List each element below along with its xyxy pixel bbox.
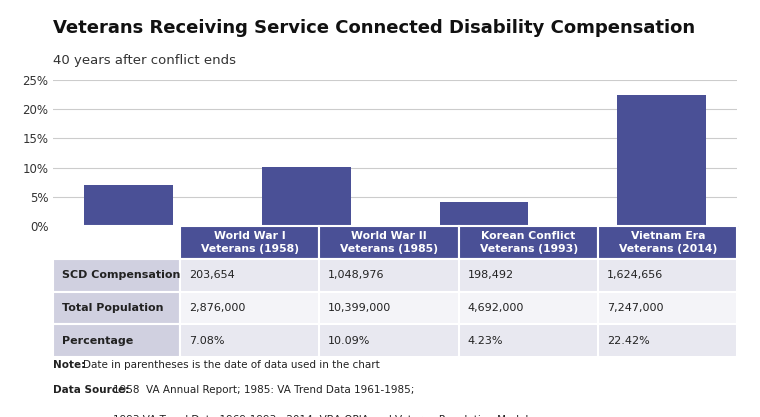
Text: 1958  VA Annual Report; 1985: VA Trend Data 1961-1985;: 1958 VA Annual Report; 1985: VA Trend Da… bbox=[113, 385, 415, 395]
FancyBboxPatch shape bbox=[53, 259, 179, 292]
Text: Data Source:: Data Source: bbox=[53, 385, 129, 395]
FancyBboxPatch shape bbox=[179, 324, 319, 357]
FancyBboxPatch shape bbox=[319, 292, 459, 324]
Text: Total Population: Total Population bbox=[62, 303, 163, 313]
FancyBboxPatch shape bbox=[598, 226, 737, 259]
Text: 7.08%: 7.08% bbox=[188, 336, 224, 346]
FancyBboxPatch shape bbox=[319, 259, 459, 292]
Bar bbox=[617, 95, 706, 226]
Text: 2,876,000: 2,876,000 bbox=[188, 303, 245, 313]
Bar bbox=[84, 185, 173, 226]
FancyBboxPatch shape bbox=[319, 226, 459, 259]
FancyBboxPatch shape bbox=[459, 259, 598, 292]
FancyBboxPatch shape bbox=[53, 324, 179, 357]
Text: World War I
Veterans (1958): World War I Veterans (1958) bbox=[201, 231, 299, 254]
FancyBboxPatch shape bbox=[598, 259, 737, 292]
FancyBboxPatch shape bbox=[179, 259, 319, 292]
Text: Note:: Note: bbox=[53, 360, 85, 370]
Text: 4.23%: 4.23% bbox=[467, 336, 503, 346]
Text: Veterans Receiving Service Connected Disability Compensation: Veterans Receiving Service Connected Dis… bbox=[53, 19, 695, 37]
Text: 10,399,000: 10,399,000 bbox=[328, 303, 391, 313]
FancyBboxPatch shape bbox=[459, 226, 598, 259]
Text: 10.09%: 10.09% bbox=[328, 336, 371, 346]
Text: 4,692,000: 4,692,000 bbox=[467, 303, 524, 313]
Bar bbox=[439, 202, 528, 226]
Text: Date in parentheses is the date of data used in the chart: Date in parentheses is the date of data … bbox=[84, 360, 380, 370]
FancyBboxPatch shape bbox=[179, 226, 319, 259]
Text: 1993 VA Trend Data 1969-1993;  2014: VBA OPIA and Veteran Population Model: 1993 VA Trend Data 1969-1993; 2014: VBA … bbox=[113, 415, 529, 417]
Bar bbox=[262, 167, 351, 226]
Text: World War II
Veterans (1985): World War II Veterans (1985) bbox=[340, 231, 438, 254]
Text: Percentage: Percentage bbox=[62, 336, 133, 346]
FancyBboxPatch shape bbox=[459, 292, 598, 324]
Text: 40 years after conflict ends: 40 years after conflict ends bbox=[53, 54, 236, 67]
FancyBboxPatch shape bbox=[598, 324, 737, 357]
Text: 7,247,000: 7,247,000 bbox=[607, 303, 663, 313]
FancyBboxPatch shape bbox=[53, 226, 179, 259]
FancyBboxPatch shape bbox=[179, 292, 319, 324]
FancyBboxPatch shape bbox=[53, 292, 179, 324]
FancyBboxPatch shape bbox=[598, 292, 737, 324]
FancyBboxPatch shape bbox=[459, 324, 598, 357]
Text: 1,624,656: 1,624,656 bbox=[607, 271, 663, 281]
Text: 22.42%: 22.42% bbox=[607, 336, 650, 346]
FancyBboxPatch shape bbox=[319, 324, 459, 357]
Text: 1,048,976: 1,048,976 bbox=[328, 271, 385, 281]
Text: Vietnam Era
Veterans (2014): Vietnam Era Veterans (2014) bbox=[619, 231, 717, 254]
Text: Korean Conflict
Veterans (1993): Korean Conflict Veterans (1993) bbox=[480, 231, 578, 254]
Text: SCD Compensation: SCD Compensation bbox=[62, 271, 180, 281]
Text: 203,654: 203,654 bbox=[188, 271, 234, 281]
Text: 198,492: 198,492 bbox=[467, 271, 514, 281]
